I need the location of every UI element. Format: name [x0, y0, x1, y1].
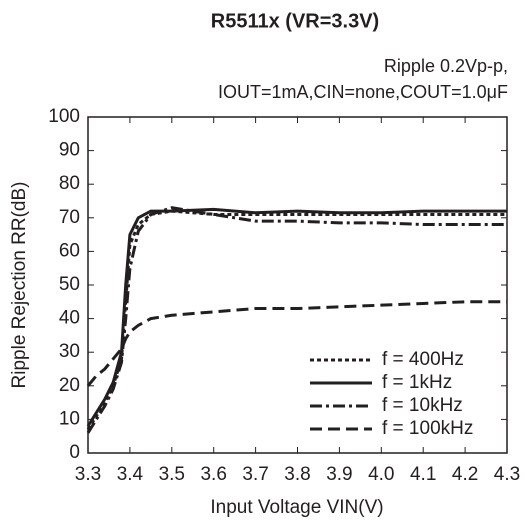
y-tick-label: 100 — [48, 106, 80, 127]
x-axis-label: Input Voltage VIN(V) — [210, 497, 383, 518]
x-tick-label: 3.7 — [242, 464, 268, 485]
y-tick-label: 80 — [59, 173, 80, 194]
x-tick-label: 4.0 — [368, 464, 394, 485]
x-tick-label: 3.5 — [159, 464, 185, 485]
y-tick-label: 70 — [59, 207, 80, 228]
y-tick-label: 0 — [69, 442, 80, 463]
x-tick-label: 3.8 — [284, 464, 310, 485]
y-tick-label: 30 — [59, 341, 80, 362]
x-tick-label: 4.1 — [410, 464, 436, 485]
series-line — [86, 300, 507, 387]
x-tick-label: 3.4 — [117, 464, 144, 485]
series-line — [86, 206, 507, 434]
y-tick-label: 20 — [59, 375, 80, 396]
y-tick-label: 10 — [59, 408, 80, 429]
y-tick-label: 40 — [59, 308, 80, 329]
legend-label: f = 400Hz — [382, 349, 464, 370]
x-tick-label: 3.6 — [200, 464, 226, 485]
y-tick-label: 90 — [59, 140, 80, 161]
y-tick-label: 60 — [59, 240, 80, 261]
y-axis-label: Ripple Rejection RR(dB) — [9, 182, 30, 389]
series-line — [86, 207, 507, 427]
chart-title: R5511x (VR=3.3V) — [211, 10, 379, 32]
series-line — [86, 209, 507, 431]
x-tick-label: 4.2 — [452, 464, 478, 485]
legend-label: f = 10kHz — [382, 395, 463, 416]
subtitle: IOUT=1mA,CIN=none,COUT=1.0μF — [218, 82, 508, 102]
y-tick-label: 50 — [59, 274, 80, 295]
x-tick-label: 4.3 — [494, 464, 520, 485]
subtitle: Ripple 0.2Vp-p, — [384, 56, 508, 76]
legend-label: f = 100kHz — [382, 418, 473, 439]
legend-label: f = 1kHz — [382, 372, 452, 393]
x-tick-label: 3.3 — [75, 464, 101, 485]
x-tick-label: 3.9 — [326, 464, 352, 485]
